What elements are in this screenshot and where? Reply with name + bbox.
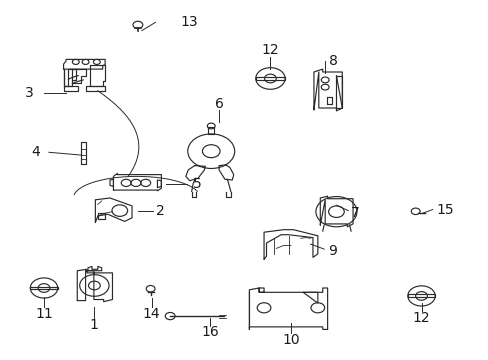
Text: 8: 8 — [328, 54, 337, 68]
Text: 7: 7 — [350, 206, 359, 220]
Text: 6: 6 — [214, 97, 223, 111]
Text: 12: 12 — [261, 43, 279, 57]
Text: 10: 10 — [282, 333, 300, 347]
Text: 1: 1 — [89, 318, 98, 332]
Text: 12: 12 — [412, 311, 429, 324]
Text: 9: 9 — [327, 244, 336, 258]
Text: 2: 2 — [155, 204, 164, 217]
Text: 14: 14 — [142, 307, 160, 321]
Text: 15: 15 — [435, 203, 453, 216]
Text: 13: 13 — [181, 15, 198, 29]
Text: 16: 16 — [201, 325, 219, 339]
Text: 3: 3 — [24, 86, 33, 100]
Text: 5: 5 — [193, 177, 202, 191]
Text: 4: 4 — [31, 145, 40, 159]
Text: 11: 11 — [35, 307, 53, 321]
